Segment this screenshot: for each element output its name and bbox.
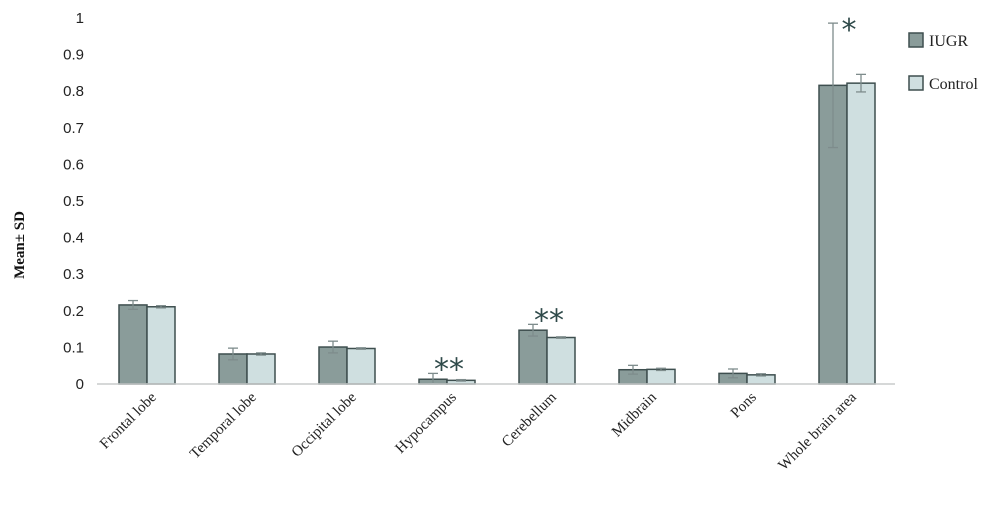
bar-control <box>846 82 876 385</box>
x-tick-label: Whole brain area <box>775 389 860 474</box>
error-bar <box>328 340 338 354</box>
legend-swatch-control <box>908 75 924 91</box>
error-bar <box>156 305 166 309</box>
error-bar <box>356 347 366 350</box>
y-tick-label: 0.3 <box>63 266 84 283</box>
bar-iugr <box>518 329 548 385</box>
y-axis-ticks: 0 0.1 0.2 0.3 0.4 0.5 0.6 0.7 0.8 0.9 1 <box>63 10 84 393</box>
significance-marker: * <box>842 13 857 48</box>
bars-group <box>118 22 876 385</box>
bar-iugr <box>118 304 148 385</box>
bar-control <box>646 368 676 385</box>
error-bar <box>756 373 766 377</box>
x-tick-label: Cerebellum <box>499 389 560 450</box>
y-tick-label: 0.8 <box>63 83 84 100</box>
significance-annotations: ***** <box>434 13 857 387</box>
bar-control <box>346 347 376 385</box>
error-bar <box>628 364 638 375</box>
legend-swatch-iugr <box>908 32 924 48</box>
y-tick-label: 0.5 <box>63 193 84 210</box>
error-bar <box>828 22 838 149</box>
error-bar <box>128 299 138 310</box>
bar-control <box>146 306 176 385</box>
legend: IUGR Control <box>908 32 978 93</box>
legend-label-control: Control <box>929 76 978 93</box>
y-tick-label: 0.6 <box>63 156 84 173</box>
x-tick-label: Hypocampus <box>393 389 460 456</box>
y-tick-label: 1 <box>76 10 84 27</box>
error-bar <box>456 378 466 382</box>
error-bar <box>528 323 538 337</box>
x-tick-label: Pons <box>728 389 760 421</box>
significance-marker: ** <box>434 352 464 387</box>
y-tick-label: 0.9 <box>63 47 84 64</box>
y-tick-label: 0 <box>76 376 84 393</box>
y-tick-label: 0.4 <box>63 230 84 247</box>
category-labels: Frontal lobe Temporal lobe Occipital lobe H… <box>97 389 860 474</box>
x-tick-label: Frontal lobe <box>97 389 160 452</box>
y-tick-label: 0.2 <box>63 303 84 320</box>
bar-control <box>546 336 576 385</box>
error-bar <box>556 336 566 339</box>
error-bar <box>856 73 866 93</box>
legend-label-iugr: IUGR <box>929 33 968 50</box>
x-tick-label: Midbrain <box>609 389 660 440</box>
y-tick-label: 0.1 <box>63 339 84 356</box>
y-tick-label: 0.7 <box>63 120 84 137</box>
error-bar <box>728 368 738 379</box>
significance-marker: ** <box>534 303 564 338</box>
error-bar <box>228 347 238 361</box>
x-tick-label: Temporal lobe <box>187 389 260 462</box>
bar-control <box>246 353 276 385</box>
x-tick-label: Occipital lobe <box>289 389 360 460</box>
error-bar <box>656 367 666 372</box>
error-bar <box>256 352 266 356</box>
y-axis-label: Mean± SD <box>12 211 28 279</box>
